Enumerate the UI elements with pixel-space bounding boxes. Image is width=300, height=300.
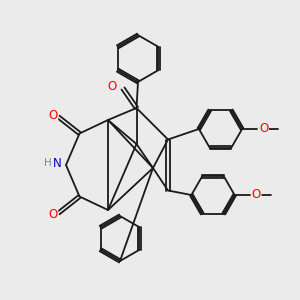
Text: O: O bbox=[252, 188, 261, 202]
Text: O: O bbox=[259, 122, 268, 136]
Text: O: O bbox=[49, 109, 58, 122]
Text: H: H bbox=[44, 158, 52, 169]
Text: O: O bbox=[49, 208, 58, 221]
Text: O: O bbox=[108, 80, 117, 94]
Text: N: N bbox=[53, 157, 62, 170]
